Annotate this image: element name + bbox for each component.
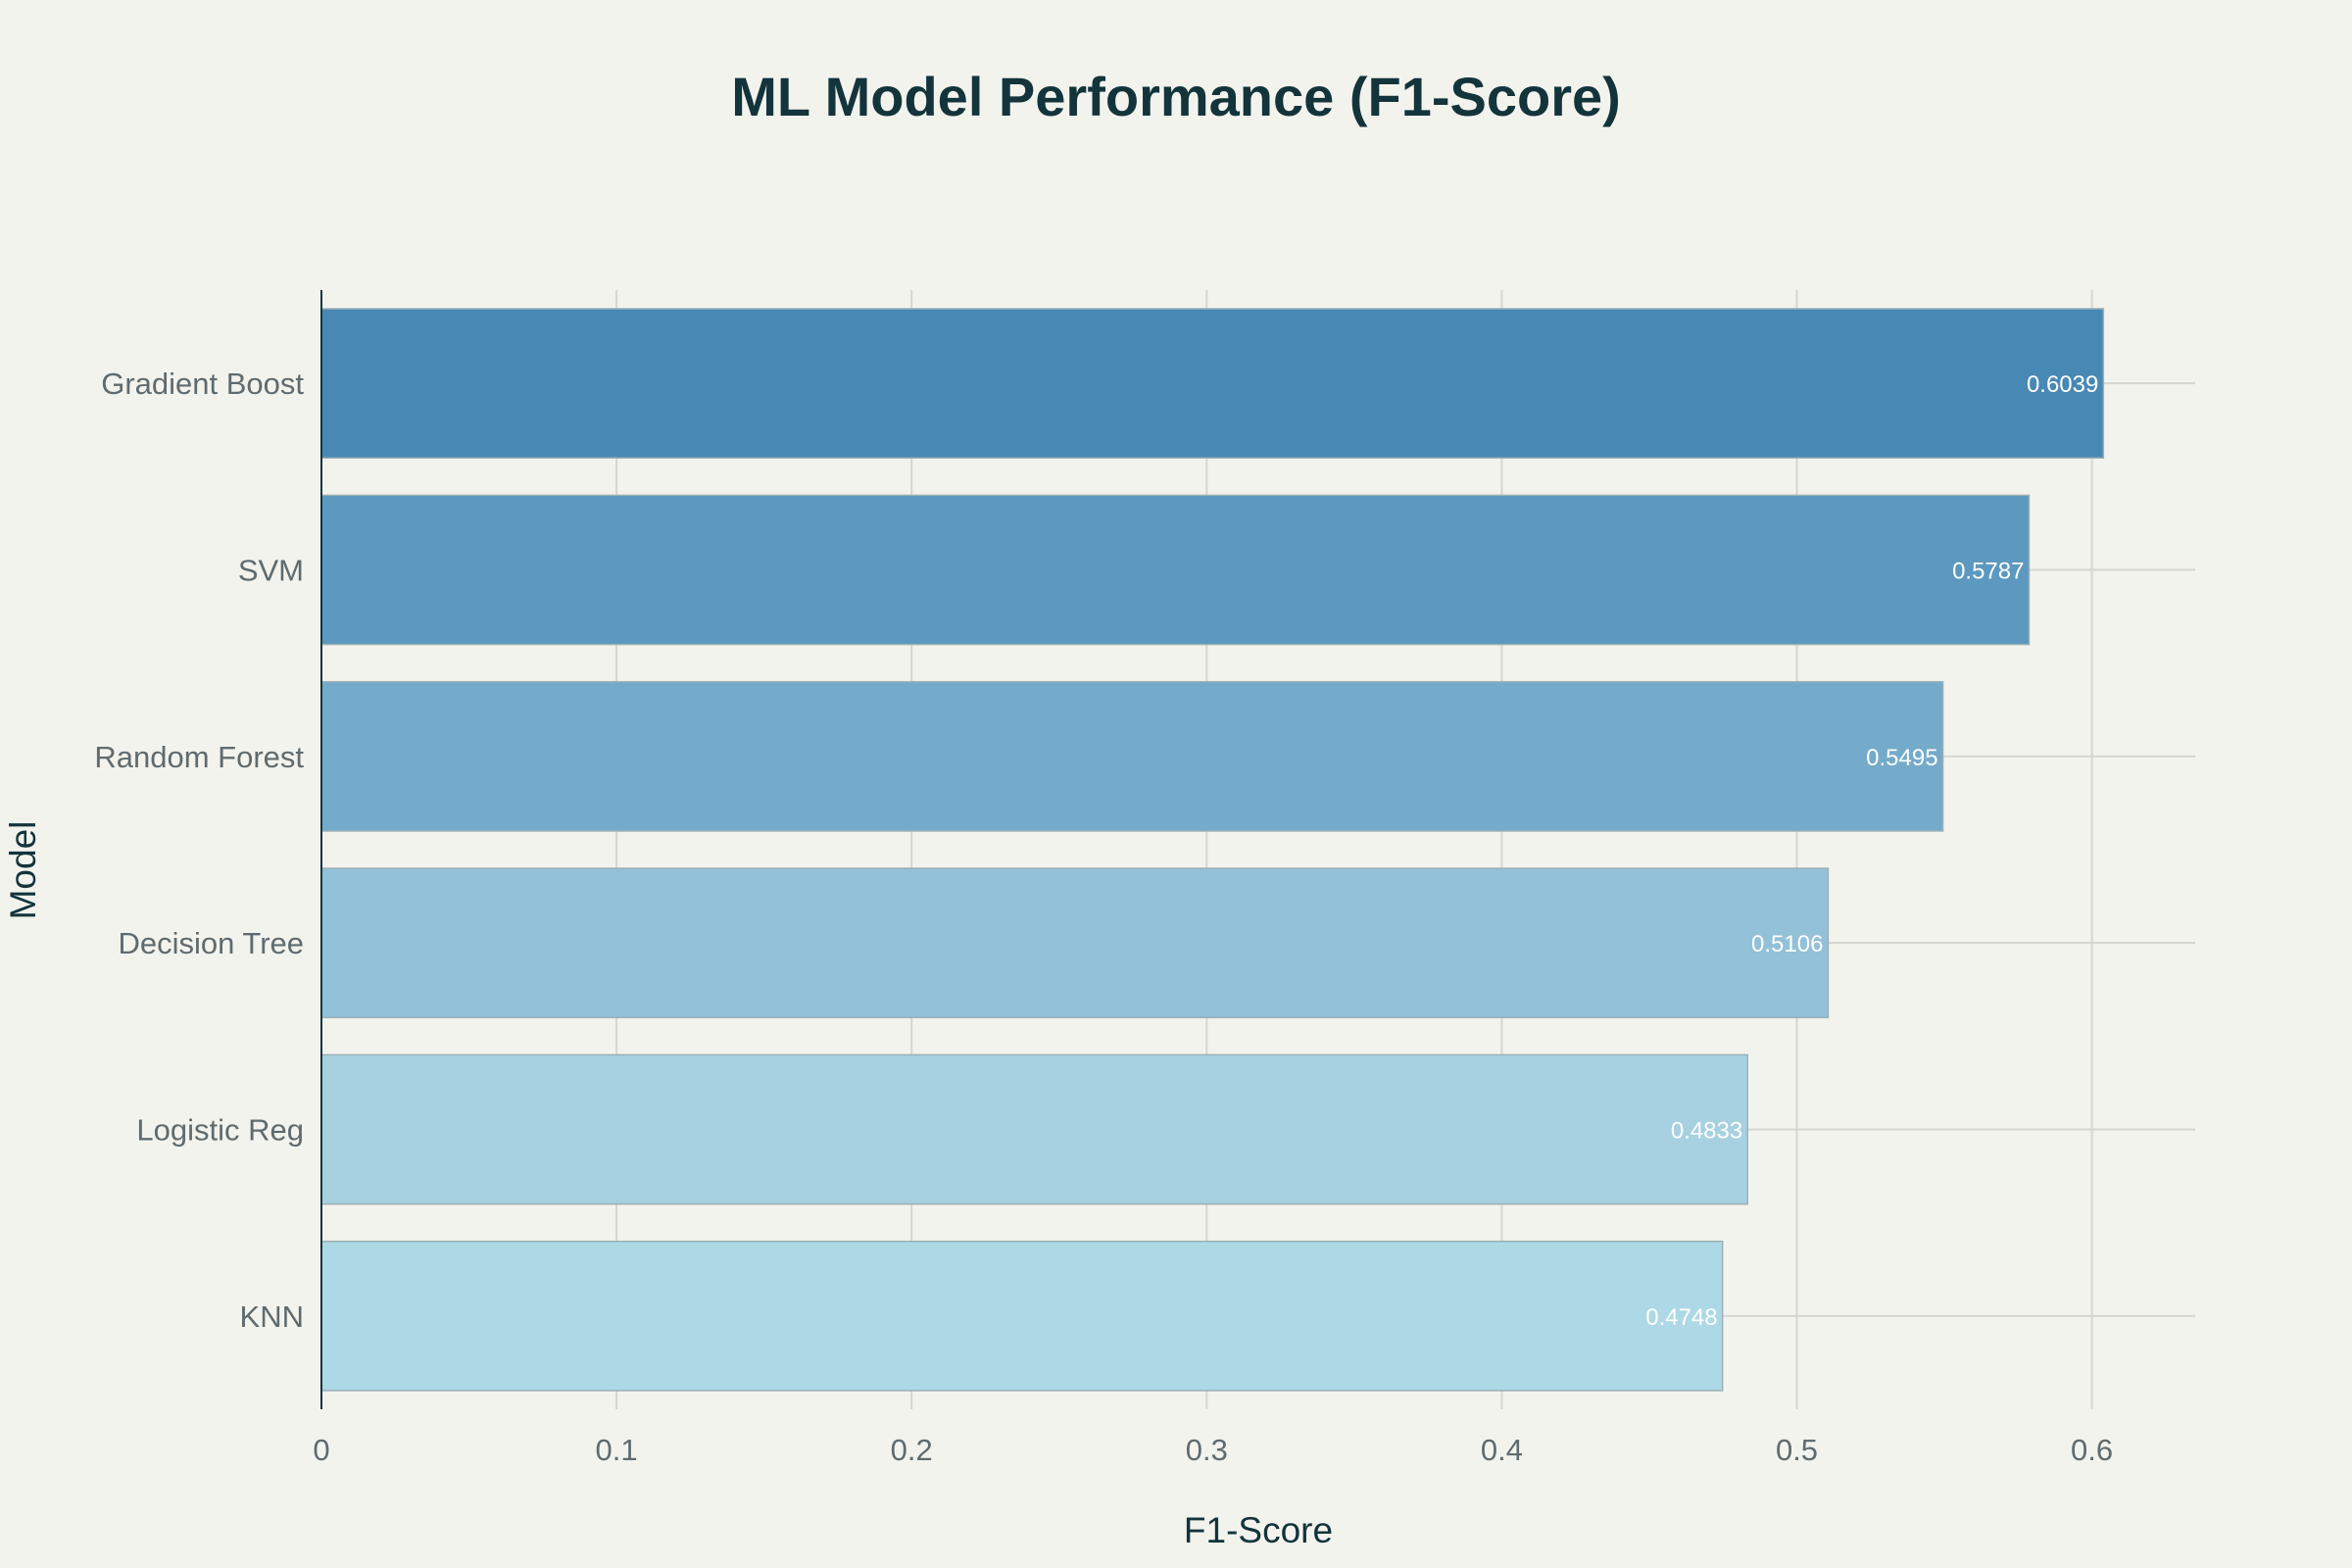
bar-value-label: 0.5787 bbox=[1952, 559, 2024, 585]
x-tick-label: 0.5 bbox=[1776, 1433, 1818, 1467]
y-category-label: Gradient Boost bbox=[101, 367, 304, 401]
y-axis-title: Model bbox=[3, 821, 43, 920]
bar-value-label: 0.6039 bbox=[2027, 371, 2098, 398]
bar bbox=[320, 494, 2031, 646]
y-category-label: Random Forest bbox=[94, 740, 304, 774]
x-tick-label: 0.4 bbox=[1481, 1433, 1523, 1467]
labels-layer: 0.6039 0.5787 0.5495 0.5106 0.4833 0.4748 bbox=[1645, 371, 2098, 1331]
bars-layer bbox=[320, 308, 2105, 1392]
y-category-label: SVM bbox=[238, 554, 304, 588]
bar bbox=[320, 1240, 1724, 1392]
bar bbox=[320, 680, 1944, 832]
x-tick-label: 0.3 bbox=[1186, 1433, 1228, 1467]
x-tick-label: 0.1 bbox=[596, 1433, 638, 1467]
y-category-labels: Gradient Boost SVM Random Forest Decision T… bbox=[94, 367, 304, 1334]
chart-title: ML Model Performance (F1-Score) bbox=[731, 66, 1621, 127]
x-tick-label: 0 bbox=[313, 1433, 329, 1467]
y-category-label: Decision Tree bbox=[118, 926, 304, 960]
x-tick-labels: 0 0.1 0.2 0.3 0.4 0.5 0.6 bbox=[313, 1433, 2113, 1467]
bar bbox=[320, 1054, 1748, 1205]
x-tick-label: 0.6 bbox=[2071, 1433, 2113, 1467]
bar-value-label: 0.4748 bbox=[1645, 1304, 1717, 1331]
bar-value-label: 0.4833 bbox=[1671, 1118, 1742, 1145]
y-category-label: KNN bbox=[240, 1299, 304, 1334]
y-category-label: Logistic Reg bbox=[136, 1113, 304, 1148]
x-axis-title: F1-Score bbox=[1184, 1510, 1333, 1550]
bar-value-label: 0.5106 bbox=[1751, 931, 1823, 957]
x-tick-label: 0.2 bbox=[891, 1433, 933, 1467]
bar bbox=[320, 308, 2105, 460]
bar bbox=[320, 867, 1830, 1019]
bar-value-label: 0.5495 bbox=[1866, 745, 1937, 771]
